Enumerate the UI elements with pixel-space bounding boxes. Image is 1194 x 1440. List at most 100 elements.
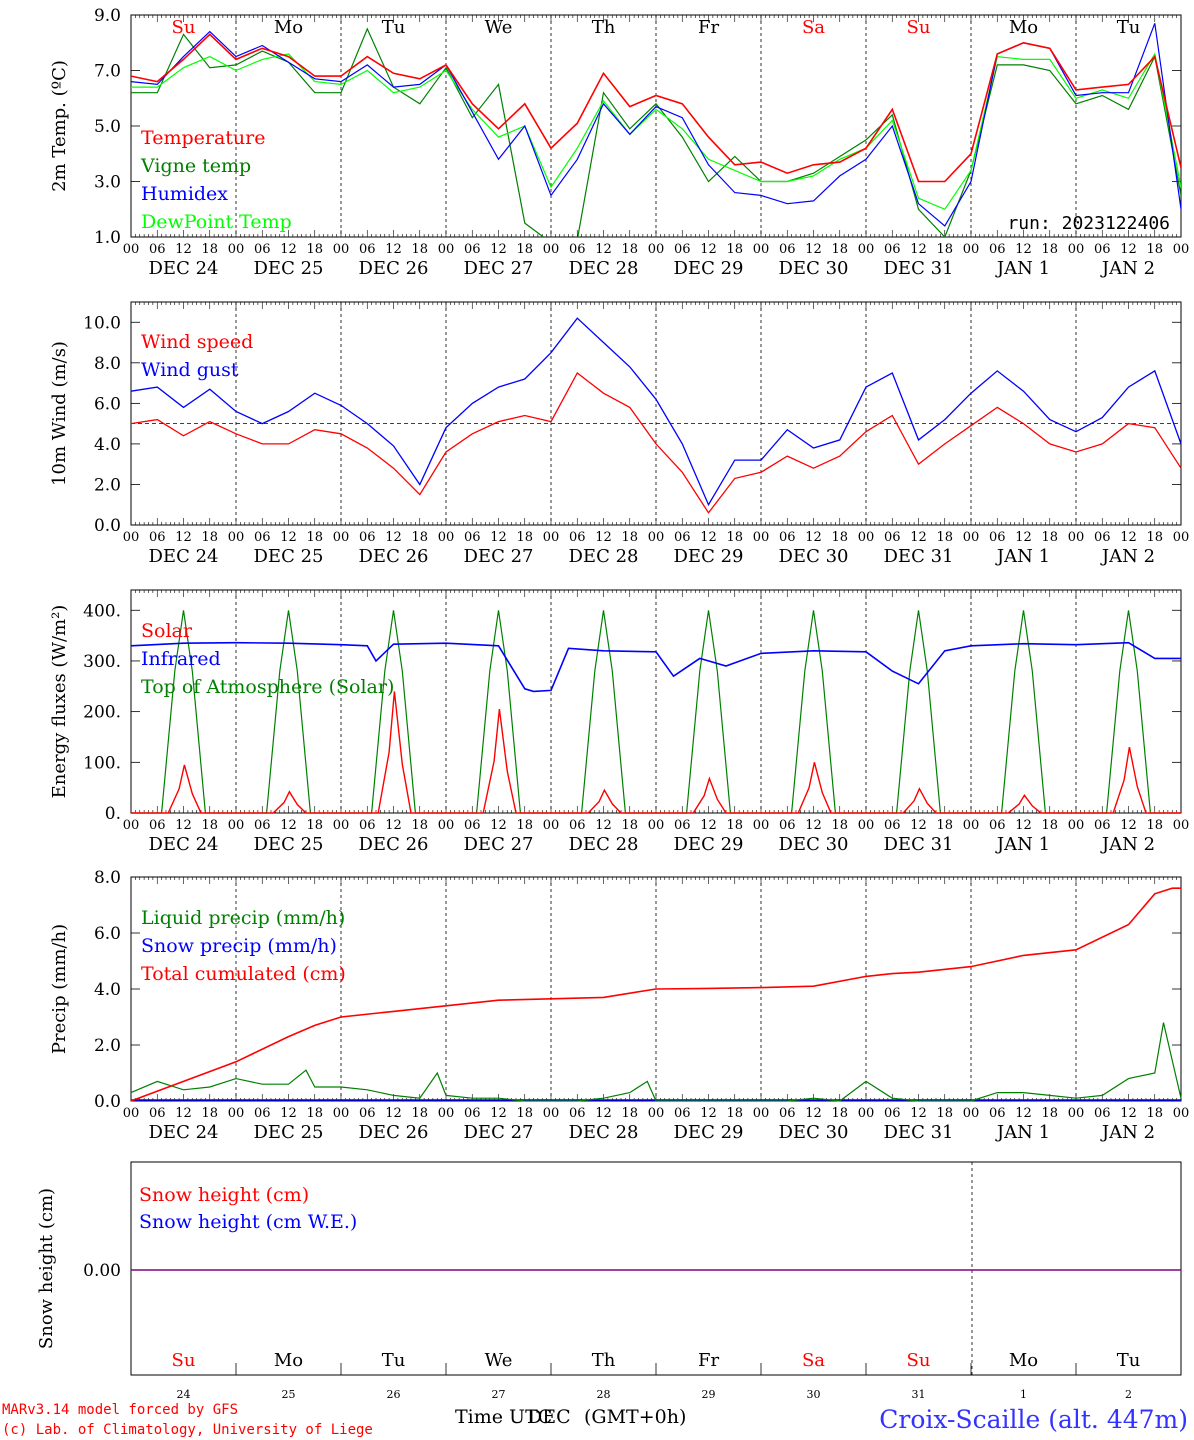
x-tick-label: 06	[1094, 530, 1111, 545]
y-tick-label: 4.0	[94, 980, 121, 1000]
x-tick-label: 12	[1120, 818, 1137, 833]
weekday-label: Mo	[1009, 17, 1038, 38]
x-tick-label: 06	[359, 242, 376, 257]
x-tick-label: 06	[674, 1106, 691, 1121]
x-tick-label: 18	[411, 242, 428, 257]
x-tick-label: 12	[385, 530, 402, 545]
x-tick-label: 00	[333, 1106, 350, 1121]
x-day-label: DEC 25	[254, 834, 324, 855]
x-tick-label: 00	[858, 1106, 875, 1121]
x-tick-label: 00	[648, 242, 665, 257]
x-tick-label: 06	[569, 530, 586, 545]
x-day-label: DEC 29	[674, 1122, 744, 1143]
x-tick-label: 18	[831, 242, 848, 257]
x-tick-label: 12	[490, 530, 507, 545]
x-tick-label: 18	[621, 530, 638, 545]
legend-entry: Snow height (cm W.E.)	[139, 1211, 357, 1233]
x-tick-label: 18	[306, 1106, 323, 1121]
y-tick-label: 0.00	[83, 1261, 121, 1281]
x-day-label: DEC 30	[779, 834, 849, 855]
x-tick-label: 06	[989, 530, 1006, 545]
x-tick-label: 12	[175, 818, 192, 833]
x-tick-label: 06	[464, 818, 481, 833]
series-line	[131, 52, 1181, 211]
panels: 00 06 12 18 00 06 12 18 00 06 12 18 00 06 12 18 00 06 12 18…	[36, 6, 1189, 1401]
x-day-label: DEC 31	[884, 1122, 954, 1143]
x-tick-label: 18	[936, 242, 953, 257]
x-day-label: DEC 24	[149, 258, 219, 279]
x-day-label: DEC 27	[464, 258, 534, 279]
x-tick-label: 18	[936, 818, 953, 833]
x-tick-label: 18	[1146, 242, 1163, 257]
y-axis-label: 10m Wind (m/s)	[49, 341, 70, 486]
x-tick-label: 00	[858, 530, 875, 545]
legend-entry: Solar	[141, 620, 193, 642]
x-day-label: JAN 2	[1100, 1122, 1155, 1143]
x-tick-label: 12	[1015, 1106, 1032, 1121]
x-tick-label: 00	[543, 1106, 560, 1121]
x-tick-label: 12	[910, 818, 927, 833]
y-tick-label: 0.0	[94, 516, 121, 536]
x-day-label: DEC 26	[359, 546, 429, 567]
x-tick-label: 00	[1173, 1106, 1190, 1121]
x-day-label: DEC 28	[569, 1122, 639, 1143]
day-number-label: 31	[912, 1388, 926, 1401]
x-tick-label: 12	[385, 818, 402, 833]
day-number-label: 2	[1125, 1388, 1132, 1401]
series-line	[130, 1022, 1182, 1102]
legend-entry: DewPoint Temp	[141, 211, 292, 233]
x-tick-label: 00	[753, 1106, 770, 1121]
day-number-label: 30	[807, 1388, 821, 1401]
x-tick-label: 06	[254, 242, 271, 257]
panel-temperature: 00 06 12 18 00 06 12 18 00 06 12 18 00 06 12 18 00 06 12 18…	[49, 6, 1189, 279]
weekday-label: Sa	[802, 17, 825, 38]
legend-entry: Humidex	[141, 183, 228, 205]
weekday-label: Mo	[274, 17, 303, 38]
x-tick-label: 12	[910, 242, 927, 257]
day-number-label: 29	[702, 1388, 716, 1401]
x-tick-label: 18	[516, 1106, 533, 1121]
x-tick-label: 18	[1041, 530, 1058, 545]
x-tick-label: 12	[1120, 1106, 1137, 1121]
weekday-label: Su	[907, 1350, 931, 1371]
x-tick-label: 12	[700, 1106, 717, 1121]
x-day-label: DEC 31	[884, 258, 954, 279]
x-tick-label: 00	[1068, 1106, 1085, 1121]
panel-3-x-ticks: 00 06 12 18 00 06 12 18 00 06 12 18 00 06 12 18 00 06 12 18…	[123, 877, 1190, 1143]
x-tick-label: 12	[595, 1106, 612, 1121]
x-tick-label: 12	[910, 530, 927, 545]
x-day-label: DEC 27	[464, 1122, 534, 1143]
x-tick-label: 00	[1173, 818, 1190, 833]
weekday-label: Tu	[1117, 17, 1141, 38]
x-tick-label: 00	[1173, 530, 1190, 545]
x-tick-label: 12	[280, 1106, 297, 1121]
x-day-label: DEC 28	[569, 258, 639, 279]
weekday-label: Su	[907, 17, 931, 38]
x-tick-label: 12	[700, 818, 717, 833]
x-day-label: DEC 26	[359, 258, 429, 279]
x-tick-label: 18	[726, 1106, 743, 1121]
series-line	[131, 691, 1181, 814]
x-tick-label: 06	[884, 242, 901, 257]
x-day-label: DEC 30	[779, 258, 849, 279]
x-tick-label: 06	[989, 1106, 1006, 1121]
x-tick-label: 18	[831, 818, 848, 833]
y-tick-label: 100.	[83, 753, 121, 773]
x-day-label: DEC 28	[569, 546, 639, 567]
weekday-label: Th	[592, 17, 616, 38]
y-tick-label: 1.0	[94, 228, 121, 248]
weekday-label: Tu	[1117, 1350, 1141, 1371]
y-axis-label: Precip (mm/h)	[49, 924, 70, 1054]
x-tick-label: 06	[254, 530, 271, 545]
x-tick-label: 12	[805, 1106, 822, 1121]
legend-entry: Snow precip (mm/h)	[141, 935, 337, 957]
legend-entry: Liquid precip (mm/h)	[141, 907, 345, 929]
x-tick-label: 18	[306, 530, 323, 545]
x-tick-label: 06	[464, 530, 481, 545]
x-tick-label: 00	[228, 818, 245, 833]
x-tick-label: 06	[1094, 818, 1111, 833]
series-line	[130, 641, 1181, 693]
x-tick-label: 00	[228, 1106, 245, 1121]
x-tick-label: 06	[254, 818, 271, 833]
y-tick-label: 9.0	[94, 6, 121, 26]
